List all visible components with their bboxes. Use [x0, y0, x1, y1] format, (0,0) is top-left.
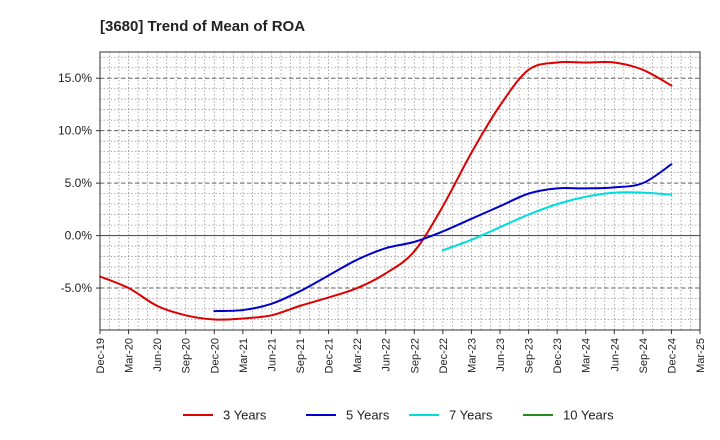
- legend-label-3-years: 3 Years: [223, 408, 267, 423]
- series-line-7-years: [441, 191, 673, 252]
- x-tick-label: Jun-21: [266, 338, 278, 372]
- x-tick-label: Mar-23: [466, 338, 478, 373]
- legend-label-7-years: 7 Years: [449, 408, 493, 423]
- x-tick-label: Sep-22: [409, 338, 421, 373]
- x-tick-label: Mar-24: [581, 338, 593, 373]
- series-line-5-years: [213, 163, 673, 313]
- legend-label-5-years: 5 Years: [346, 408, 390, 423]
- x-tick-label: Mar-21: [238, 338, 250, 373]
- grid-layer: [99, 52, 701, 331]
- x-tick-label: Sep-20: [181, 338, 193, 373]
- series-layer: [99, 60, 673, 321]
- y-tick-label: -5.0%: [61, 281, 93, 295]
- y-tick-label: 5.0%: [65, 176, 93, 190]
- x-tick-label: Jun-23: [495, 338, 507, 372]
- axis-layer: -5.0% 0.0% 5.0% 10.0% 15.0% Dec-19 Mar-20 Jun-2…: [58, 51, 707, 373]
- x-tick-label: Sep-21: [295, 338, 307, 373]
- x-tick-label: Mar-20: [124, 338, 136, 373]
- x-tick-label: Dec-24: [666, 338, 678, 373]
- y-tick-label: 10.0%: [58, 124, 92, 138]
- y-tick-label: 0.0%: [65, 229, 93, 243]
- x-tick-label: Sep-23: [524, 338, 536, 373]
- series-line-3-years: [99, 60, 673, 321]
- x-tick-label: Dec-20: [209, 338, 221, 373]
- legend: 3 Years 5 Years 7 Years 10 Years: [183, 408, 614, 423]
- y-tick-label: 15.0%: [58, 71, 92, 85]
- x-tick-label: Jun-20: [152, 338, 164, 372]
- plot-border: [99, 51, 701, 331]
- chart-title: [3680] Trend of Mean of ROA: [100, 18, 305, 35]
- x-tick-label: Dec-23: [552, 338, 564, 373]
- legend-label-10-years: 10 Years: [563, 408, 614, 423]
- x-tick-label: Dec-19: [95, 338, 107, 373]
- x-tick-label: Sep-24: [638, 338, 650, 373]
- x-tick-label: Mar-22: [352, 338, 364, 373]
- x-tick-label: Jun-24: [609, 338, 621, 372]
- x-tick-label: Jun-22: [381, 338, 393, 372]
- x-tick-label: Dec-21: [324, 338, 336, 373]
- plot-background: [100, 52, 700, 330]
- x-tick-label: Dec-22: [438, 338, 450, 373]
- x-tick-label: Mar-25: [695, 338, 707, 373]
